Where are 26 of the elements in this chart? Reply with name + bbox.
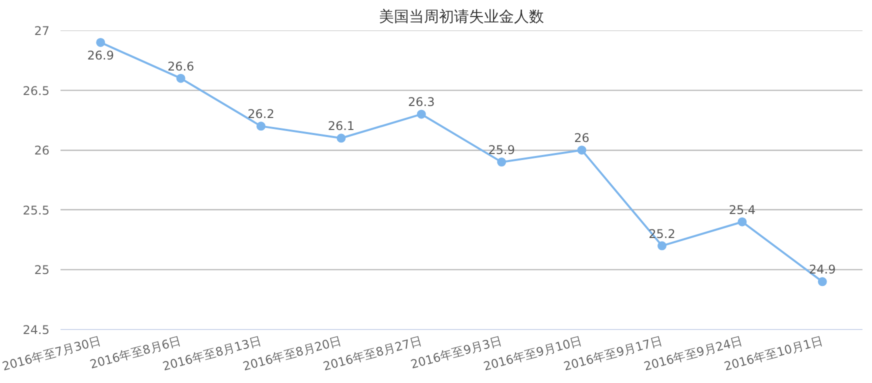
- data-label: 26.6: [167, 59, 194, 74]
- y-tick-label: 25: [34, 263, 50, 278]
- point: [497, 158, 506, 167]
- data-label: 25.9: [488, 143, 515, 158]
- data-label: 26: [574, 131, 590, 146]
- point: [818, 277, 827, 286]
- y-tick-label: 24.5: [22, 323, 50, 337]
- point: [336, 134, 346, 143]
- point: [738, 217, 747, 226]
- data-label: 26.2: [248, 107, 274, 122]
- y-tick-label: 25.5: [22, 203, 50, 218]
- y-tick-label: 27: [34, 24, 50, 38]
- data-label: 25.4: [728, 202, 756, 217]
- point: [96, 38, 106, 47]
- y-tick-label: 26: [34, 144, 50, 158]
- data-label: 26.1: [328, 119, 355, 134]
- y-tick-label: 26.5: [22, 84, 50, 98]
- chart-title: 美国当周初请失业金人数: [379, 8, 544, 26]
- point: [256, 122, 266, 131]
- point: [658, 241, 666, 250]
- data-label: 24.9: [809, 262, 836, 277]
- data-label: 26.3: [408, 95, 435, 110]
- point: [416, 110, 426, 119]
- point: [577, 146, 586, 155]
- point: [176, 74, 186, 83]
- data-label: 26.9: [87, 48, 114, 62]
